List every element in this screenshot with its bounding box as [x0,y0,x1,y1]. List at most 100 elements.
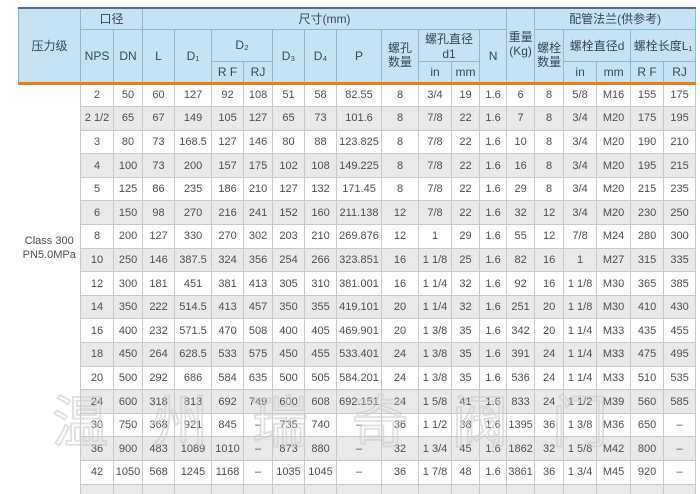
cell: 500 [272,365,306,391]
cell: 318 [142,389,176,414]
cell: 35 [451,342,481,367]
cell: 455 [663,318,697,344]
cell: 750 [112,412,144,438]
cell: 101.6 [336,106,383,131]
cell: 24 [381,389,420,414]
cell: 305 [272,271,306,296]
cell: 1 3/8 [563,412,598,438]
cell: 410 [630,294,665,320]
cell: 8 [534,82,565,108]
cell: 365 [630,271,665,296]
cell: 203 [272,224,306,249]
cell: 495 [663,342,697,367]
table-row: 30 750 368 921 845–735 740–36 1 1/2 38 1.6 1395 36… [19,412,697,438]
table-row: 18 450 264 628.5 533 575 450 455 533.401 24 1 3/8 3… [19,342,697,367]
cell: M45 [596,460,632,485]
cell: 181 [142,271,176,296]
cell [174,483,213,494]
cell: 560 [630,389,665,414]
cell: 1.6 [479,82,508,108]
cell: 483 [142,436,176,461]
header-d2: D₂ [211,28,274,62]
cell: 241 [243,200,274,226]
cell [663,483,697,494]
cell: 20 [381,294,420,320]
cell [272,483,306,494]
cell: 1 [563,247,598,273]
cell: 222 [142,294,176,320]
cell: M16 [596,82,632,108]
cell: 628.5 [174,342,213,367]
cell: 12 [534,200,565,226]
cell: 80 [272,129,306,155]
cell: 149.225 [336,153,383,178]
cell: 127 [211,129,245,155]
cell: 98 [142,200,176,226]
cell: 1245 [174,460,213,485]
table-row: 6 150 98 270 216 241 152 160 211.138 12 7/8 22 1.6 32… [19,200,697,226]
cell: 292 [142,365,176,391]
cell: 200 [174,153,213,178]
cell: 82.55 [336,82,383,108]
header-hole-dia-in: in [418,60,453,85]
cell: 584.201 [336,365,383,391]
header-dimensions-mm: 尺寸(mm) [142,7,508,30]
cell: 455 [304,342,338,367]
table-row: 16 400 232 571.5 470 508 400 405 469.901 20 1 3/8 3… [19,318,697,344]
cell: 5/8 [563,82,598,108]
cell: 413 [211,294,245,320]
cell: 7/8 [418,106,453,131]
cell: M39 [596,389,632,414]
cell: 127 [142,224,176,249]
cell: 92 [211,82,245,108]
pressure-class-value: Class 300 PN5.0MPa [18,83,81,494]
cell: 1.6 [479,200,508,226]
cell: 470 [211,318,245,344]
cell: 435 [630,318,665,344]
cell: 127 [272,176,306,202]
cell: 36 [80,436,114,461]
cell: 270 [211,224,245,249]
header-bolt-len: 螺栓长度L₁ [630,28,697,62]
cell: 600 [112,389,144,414]
partial-row [19,483,697,494]
cell: 105 [211,106,245,131]
cell: 450 [112,342,144,367]
cell: 302 [243,224,274,249]
cell: 108 [243,82,274,108]
cell: 266 [304,247,338,273]
cell: 42 [80,460,114,485]
cell: 10 [80,247,114,273]
cell: 123.825 [336,129,383,155]
cell: 32 [506,200,536,226]
cell: 24 [381,342,420,367]
cell: 584 [211,365,245,391]
cell: 635 [243,365,274,391]
header-piping-flange: 配管法兰(供参考) [534,7,697,30]
cell: 1 3/4 [563,460,598,485]
cell: 1050 [112,460,144,485]
cell: 833 [506,389,536,414]
cell: 3/4 [563,200,598,226]
cell: 3861 [506,460,536,485]
header-d2-rf: R F [211,60,245,85]
cell: 419.101 [336,294,383,320]
cell: 210 [663,129,697,155]
cell: 1 7/8 [418,460,453,485]
cell: 82 [506,247,536,273]
cell: 24 [534,389,565,414]
cell: 230 [630,200,665,226]
cell: 385 [663,271,697,296]
cell: 65 [272,106,306,131]
cell: 1.6 [479,153,508,178]
cell: 8 [381,153,420,178]
table-row: 3 80 73 168.5 127 146 80 88 123.825 8 7/8 22 1.6 10 8 3… [19,129,697,155]
cell: 215 [663,153,697,178]
cell: 514.5 [174,294,213,320]
cell: 800 [630,436,665,461]
cell: – [663,412,697,438]
cell: 48 [451,460,481,485]
cell: 2 1/2 [80,106,114,131]
cell: 29 [506,176,536,202]
cell: 195 [663,106,697,131]
